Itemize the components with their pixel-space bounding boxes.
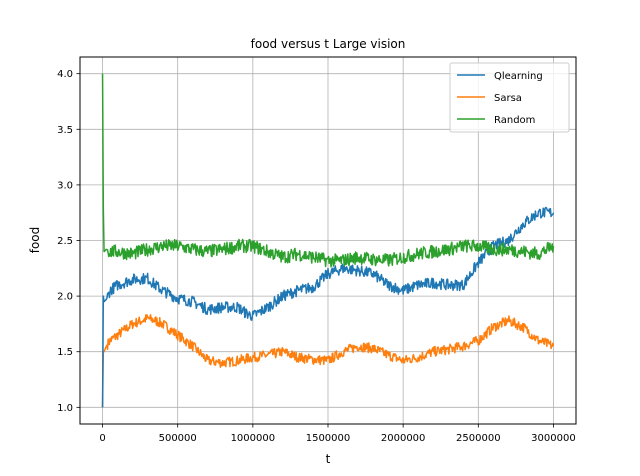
y-tick-label: 1.0 <box>57 403 73 414</box>
y-axis: 1.0 1.5 2.0 2.5 3.0 3.5 4.0 <box>57 69 80 414</box>
y-tick-label: 2.0 <box>57 292 73 303</box>
y-tick-label: 3.5 <box>57 125 73 136</box>
series-line-qlearning <box>101 206 555 408</box>
series-layer <box>101 73 555 408</box>
x-axis-label: t <box>326 452 331 466</box>
legend: Qlearning Sarsa Random <box>449 62 570 133</box>
x-tick-label: 1000000 <box>231 433 276 444</box>
legend-label-sarsa: Sarsa <box>494 93 522 104</box>
x-tick-label: 2500000 <box>456 433 501 444</box>
legend-label-random: Random <box>494 115 535 126</box>
chart-title: food versus t Large vision <box>251 37 406 51</box>
y-tick-label: 1.5 <box>57 347 73 358</box>
y-tick-label: 4.0 <box>57 69 73 80</box>
x-tick-label: 3000000 <box>531 433 576 444</box>
y-tick-label: 3.0 <box>57 180 73 191</box>
x-tick-label: 500000 <box>159 433 197 444</box>
series-line-sarsa <box>101 314 555 408</box>
y-axis-label: food <box>28 227 42 254</box>
x-tick-label: 2000000 <box>381 433 426 444</box>
x-tick-label: 0 <box>99 433 105 444</box>
legend-label-qlearning: Qlearning <box>494 71 543 82</box>
series-line-random <box>101 73 555 268</box>
x-axis: 0 500000 1000000 1500000 2000000 2500000 30000… <box>99 424 576 444</box>
x-tick-label: 1500000 <box>306 433 351 444</box>
legend-box <box>449 62 570 133</box>
y-tick-label: 2.5 <box>57 236 73 247</box>
